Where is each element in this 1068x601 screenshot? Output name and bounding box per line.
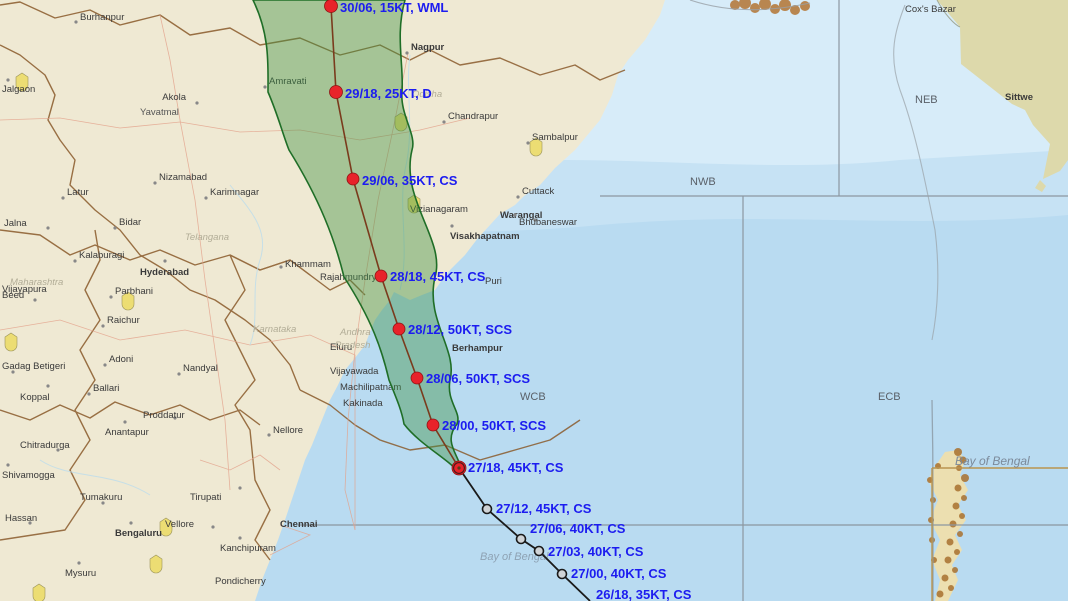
svg-text:29/18, 25KT, D: 29/18, 25KT, D: [345, 86, 432, 101]
svg-text:Hassan: Hassan: [5, 513, 37, 524]
svg-text:27/12, 45KT, CS: 27/12, 45KT, CS: [496, 501, 592, 516]
svg-text:28/18, 45KT, CS: 28/18, 45KT, CS: [390, 269, 486, 284]
svg-text:Kakinada: Kakinada: [343, 398, 383, 409]
svg-text:Khammam: Khammam: [285, 259, 331, 270]
svg-text:Yavatmal: Yavatmal: [140, 107, 179, 118]
svg-text:Mysuru: Mysuru: [65, 568, 96, 579]
svg-text:27/03, 40KT, CS: 27/03, 40KT, CS: [548, 544, 644, 559]
svg-text:Hyderabad: Hyderabad: [140, 267, 189, 278]
svg-text:Jalgaon: Jalgaon: [2, 84, 35, 95]
svg-text:NWB: NWB: [690, 176, 716, 188]
svg-text:Karimnagar: Karimnagar: [210, 187, 259, 198]
svg-text:Koppal: Koppal: [20, 392, 50, 403]
svg-text:Akola: Akola: [162, 92, 186, 103]
svg-text:Cuttack: Cuttack: [522, 186, 554, 197]
svg-text:26/18, 35KT, CS: 26/18, 35KT, CS: [596, 587, 692, 601]
svg-text:Bay of Bengal: Bay of Bengal: [955, 454, 1030, 468]
svg-text:Shivamogga: Shivamogga: [2, 470, 56, 481]
svg-text:27/06, 40KT, CS: 27/06, 40KT, CS: [530, 521, 626, 536]
svg-text:Ballari: Ballari: [93, 383, 119, 394]
svg-text:Burhanpur: Burhanpur: [80, 12, 124, 23]
svg-text:30/06, 15KT, WML: 30/06, 15KT, WML: [340, 0, 448, 15]
svg-text:Sittwe: Sittwe: [1005, 92, 1033, 103]
svg-text:Proddatur: Proddatur: [143, 410, 185, 421]
svg-text:Puri: Puri: [485, 276, 502, 287]
svg-text:Kalaburagi: Kalaburagi: [79, 250, 124, 261]
svg-text:Pondicherry: Pondicherry: [215, 576, 266, 587]
svg-text:Tumakuru: Tumakuru: [80, 492, 122, 503]
svg-text:Bhubaneswar: Bhubaneswar: [519, 217, 577, 228]
svg-text:Parbhani: Parbhani: [115, 286, 153, 297]
svg-text:Chandrapur: Chandrapur: [448, 111, 498, 122]
svg-text:Vijayapura: Vijayapura: [2, 284, 47, 295]
svg-text:Latur: Latur: [67, 187, 89, 198]
svg-text:28/06, 50KT, SCS: 28/06, 50KT, SCS: [426, 371, 530, 386]
svg-text:NEB: NEB: [915, 94, 938, 106]
svg-text:27/00, 40KT, CS: 27/00, 40KT, CS: [571, 566, 667, 581]
svg-text:Vellore: Vellore: [165, 519, 194, 530]
svg-text:Nagpur: Nagpur: [411, 42, 445, 53]
svg-text:Chennai: Chennai: [280, 519, 317, 530]
svg-text:Kanchipuram: Kanchipuram: [220, 543, 276, 554]
svg-text:Gadag Betigeri: Gadag Betigeri: [2, 361, 65, 372]
svg-text:Pradesh: Pradesh: [335, 340, 370, 351]
svg-text:28/00, 50KT, SCS: 28/00, 50KT, SCS: [442, 418, 546, 433]
svg-text:Andhra: Andhra: [339, 327, 371, 338]
svg-text:Chitradurga: Chitradurga: [20, 440, 70, 451]
svg-text:Tirupati: Tirupati: [190, 492, 221, 503]
svg-text:Nandyal: Nandyal: [183, 363, 218, 374]
svg-text:Visakhapatnam: Visakhapatnam: [450, 231, 520, 242]
svg-text:27/18, 45KT, CS: 27/18, 45KT, CS: [468, 460, 564, 475]
svg-text:Telangana: Telangana: [185, 232, 229, 243]
svg-text:Raichur: Raichur: [107, 315, 140, 326]
svg-text:Jalna: Jalna: [4, 218, 27, 229]
svg-text:28/12, 50KT, SCS: 28/12, 50KT, SCS: [408, 322, 512, 337]
svg-text:Cox's Bazar: Cox's Bazar: [905, 4, 956, 15]
svg-text:Vijayawada: Vijayawada: [330, 366, 379, 377]
svg-text:Karnataka: Karnataka: [253, 324, 296, 335]
svg-text:Nellore: Nellore: [273, 425, 303, 436]
svg-text:Nizamabad: Nizamabad: [159, 172, 207, 183]
svg-text:Anantapur: Anantapur: [105, 427, 149, 438]
svg-text:WCB: WCB: [520, 391, 546, 403]
svg-text:29/06, 35KT, CS: 29/06, 35KT, CS: [362, 173, 458, 188]
svg-text:Bidar: Bidar: [119, 217, 141, 228]
svg-text:Adoni: Adoni: [109, 354, 133, 365]
svg-text:Sambalpur: Sambalpur: [532, 132, 578, 143]
svg-text:Bengaluru: Bengaluru: [115, 528, 162, 539]
svg-text:Berhampur: Berhampur: [452, 343, 503, 354]
svg-text:ECB: ECB: [878, 391, 901, 403]
